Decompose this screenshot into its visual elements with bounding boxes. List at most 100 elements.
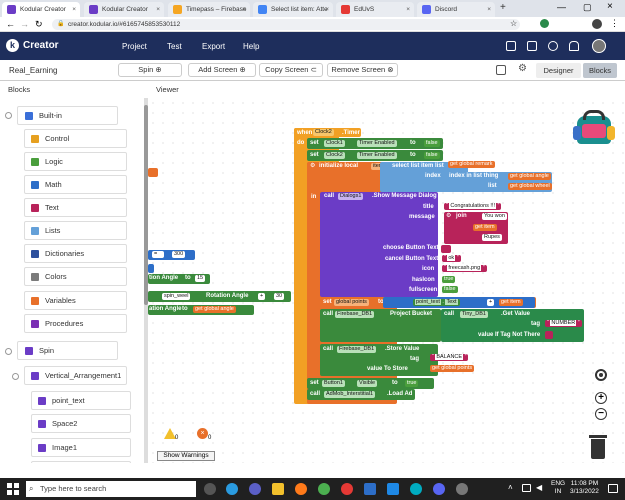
firebase-store-value-block[interactable]: call Firebase_DB1 .Store Value tag value To … <box>320 344 438 376</box>
extension-icon[interactable] <box>540 19 549 28</box>
remove-screen-button[interactable]: Remove Screen ⊗ <box>327 63 398 77</box>
blocks-workspace[interactable]: = 300 tion Angle to 15 spin_weel Rotation An… <box>148 98 625 463</box>
store-icon[interactable] <box>364 483 376 495</box>
menu-help[interactable]: Help <box>243 42 260 51</box>
browser-tab[interactable]: Kodular Creator × <box>2 2 80 17</box>
set-angle-block[interactable]: ation Angle to get global angle <box>148 305 254 315</box>
palette-screen-spin[interactable]: Spin <box>17 341 118 360</box>
new-tab-button[interactable]: + <box>500 2 506 13</box>
number-15[interactable]: 15 <box>195 275 206 282</box>
collapse-toggle[interactable] <box>5 348 12 355</box>
you-won-text[interactable]: You won <box>482 213 507 220</box>
back-icon[interactable]: ← <box>6 19 15 29</box>
zoom-out-icon[interactable]: − <box>595 408 607 420</box>
palette-control[interactable]: Control <box>24 129 127 148</box>
congratulations-text[interactable]: “ Congratulations !!! ” <box>444 203 502 210</box>
get-global-angle[interactable]: get global angle <box>508 173 551 180</box>
set-clock2-block[interactable]: set Clock2 Timer Enabled to false <box>307 150 443 161</box>
settings-icon[interactable] <box>456 483 468 495</box>
avatar[interactable] <box>592 39 606 53</box>
gallery-icon[interactable] <box>527 41 537 51</box>
palette-math[interactable]: Math <box>24 175 127 194</box>
false-value[interactable]: false <box>442 286 458 293</box>
palette-variables[interactable]: Variables <box>24 291 127 310</box>
palette-text[interactable]: Text <box>24 198 127 217</box>
chrome-icon[interactable] <box>318 483 330 495</box>
add-block[interactable]: point_text . Text + get item <box>383 297 535 308</box>
add-screen-button[interactable]: Add Screen ⊕ <box>188 63 256 77</box>
set-button1-visible-block[interactable]: set Button1 Visible to true <box>307 378 434 389</box>
set-spin-weel-block[interactable]: spin_weel Rotation Angle +30 <box>148 291 291 302</box>
rupes-text[interactable]: Rupes <box>482 234 502 241</box>
designer-button[interactable]: Designer <box>536 63 581 78</box>
palette-colors[interactable]: Colors <box>24 267 127 286</box>
get-item[interactable]: get item <box>473 224 497 231</box>
call-admob-block[interactable]: call AdMob_Interstitial1 .Load Ad <box>307 389 415 400</box>
browser-tab[interactable]: Kodular Creator × <box>84 2 164 17</box>
browser-tab[interactable]: Timepass – Firebase × <box>168 2 250 17</box>
set-clock1-block[interactable]: set Clock1 Timer Enabled to false <box>307 138 443 149</box>
photos-icon[interactable] <box>410 483 422 495</box>
window-close-button[interactable]: × <box>607 1 613 12</box>
trash-icon[interactable] <box>589 435 607 459</box>
palette-builtin[interactable]: Built-in <box>17 106 118 125</box>
discord-icon[interactable] <box>433 483 445 495</box>
get-global-remark[interactable]: get global remark <box>448 161 495 168</box>
task-view-icon[interactable] <box>204 483 216 495</box>
get-global-angle[interactable]: get global angle <box>193 306 236 313</box>
menu-export[interactable]: Export <box>202 42 226 51</box>
browser-tab[interactable]: EdUvS × <box>336 2 414 17</box>
plus-operator[interactable]: + <box>258 293 266 300</box>
star-icon[interactable]: ☆ <box>510 19 518 28</box>
show-warnings-button[interactable]: Show Warnings <box>157 451 215 461</box>
app-icon[interactable] <box>341 483 353 495</box>
collapse-toggle[interactable] <box>5 112 12 119</box>
collapse-toggle[interactable] <box>12 373 19 380</box>
get-global-points[interactable]: get global points <box>430 365 475 372</box>
blocks-button[interactable]: Blocks <box>583 63 617 78</box>
number-300[interactable]: 300 <box>172 251 186 258</box>
component-spin-weel[interactable]: spin_weel <box>162 293 191 300</box>
browser-tab[interactable]: Select list item: Atte × <box>253 2 333 17</box>
get-item[interactable]: get item <box>499 299 523 306</box>
call-firebase-block[interactable]: call Firebase_DB1 Project Bucket <box>320 309 441 342</box>
zoom-in-icon[interactable]: + <box>595 392 607 404</box>
gear-icon[interactable]: ⚙ <box>446 213 452 219</box>
start-icon[interactable] <box>7 483 19 495</box>
component-dialogs1[interactable]: Dialogs1 <box>338 193 364 200</box>
true-value[interactable]: true <box>442 276 456 283</box>
text-block[interactable] <box>148 168 158 177</box>
screen-selector[interactable]: Spin ⊕ <box>118 63 182 77</box>
palette-space2[interactable]: Space2 <box>31 414 131 433</box>
palette-icon[interactable] <box>496 65 506 75</box>
taskbar-search-input[interactable]: ⌕ Type here to search <box>26 481 196 497</box>
clock[interactable]: 11:08 PM 3/13/2022 <box>570 480 599 495</box>
more-icon[interactable]: ⋮ <box>610 18 619 28</box>
notification-icon[interactable] <box>608 484 618 493</box>
recenter-icon[interactable] <box>595 369 607 381</box>
settings-icon[interactable]: ⚙ <box>518 63 527 74</box>
palette-dictionaries[interactable]: Dictionaries <box>24 244 127 263</box>
close-icon[interactable]: × <box>487 6 491 13</box>
close-icon[interactable]: × <box>242 6 246 13</box>
browser-tab[interactable]: Discord × <box>417 2 495 17</box>
call-dialogs1-block[interactable] <box>320 192 438 297</box>
cart-icon[interactable] <box>548 41 558 51</box>
explorer-icon[interactable] <box>272 483 284 495</box>
choose-button-text[interactable] <box>441 245 451 253</box>
tray-chevron-icon[interactable]: ˄ <box>508 483 513 492</box>
palette-procedures[interactable]: Procedures <box>24 314 127 333</box>
edge-icon[interactable] <box>226 483 238 495</box>
copy-screen-button[interactable]: Copy Screen ⊂ <box>259 63 323 77</box>
get-global-wheel[interactable]: get global wheel <box>508 183 552 190</box>
menu-project[interactable]: Project <box>122 42 147 51</box>
palette-vertical-arrangement[interactable]: Vertical_Arrangement1 <box>24 366 127 385</box>
palette-spin-weel[interactable]: spin_weel <box>31 461 131 463</box>
palette-logic[interactable]: Logic <box>24 152 127 171</box>
mail-icon[interactable] <box>387 483 399 495</box>
notifications-icon[interactable] <box>569 41 579 51</box>
close-icon[interactable]: × <box>325 6 329 13</box>
close-icon[interactable]: × <box>406 6 410 13</box>
math-block[interactable]: = 300 <box>148 250 195 260</box>
balance-text[interactable]: “ BALANCE ” <box>430 354 469 361</box>
